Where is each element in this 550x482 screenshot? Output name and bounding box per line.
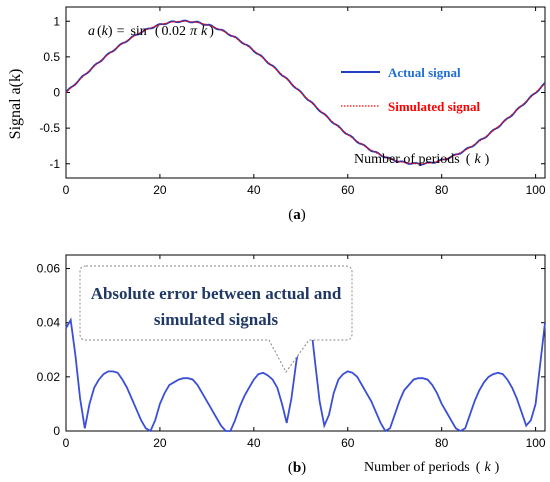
ticks-a: 0 20 40 60 80 100 -1 -0.5 0 0.5 1 [39, 7, 546, 197]
equation-text: a (k) = sin(0.02 π k) [88, 24, 214, 39]
series-line-simulated-signal [65, 20, 546, 165]
y-tick-label: 1 [53, 14, 60, 28]
annotation-callout [79, 265, 353, 373]
x-tick-label: 0 [63, 183, 70, 197]
x-tick-label: 60 [341, 183, 355, 197]
x-axis-label-a: Number of periods(k) [354, 152, 490, 167]
y-tick-label: 0.02 [37, 370, 61, 384]
ticks-b: 0 20 40 60 80 100 0 0.02 0.04 0.06 [37, 255, 546, 450]
series-line-actual-signal [65, 19, 546, 166]
panel-b: 0 20 40 60 80 100 0 0.02 0.04 0.06 Absolute error… [37, 254, 546, 476]
x-tick-label: 100 [526, 183, 546, 197]
legend-label-simulated: Simulated signal [388, 99, 480, 114]
y-tick-label: -1 [49, 157, 60, 171]
y-tick-label: 0 [53, 86, 60, 100]
x-tick-label: 0 [63, 436, 70, 450]
series-a [65, 19, 546, 166]
panel-a: 0 20 40 60 80 100 -1 -0.5 0 0.5 1 a (k) = sin(0.02 π k)… [7, 6, 546, 223]
x-axis-label-b: Number of periods(k) [364, 460, 500, 475]
x-tick-label: 20 [153, 436, 167, 450]
y-tick-label: 0.5 [43, 50, 60, 64]
y-tick-label: 0.06 [37, 262, 61, 276]
y-tick-label: 0 [53, 424, 60, 438]
x-tick-label: 40 [247, 436, 261, 450]
annotation-line-1: Absolute error between actual and [91, 284, 342, 303]
y-axis-label-a: Signal a(k) [7, 69, 24, 140]
y-tick-label: 0.04 [37, 316, 61, 330]
x-tick-label: 80 [435, 436, 449, 450]
panel-label-a: (a) [288, 207, 306, 223]
y-tick-label: -0.5 [39, 121, 60, 135]
x-tick-label: 40 [247, 183, 261, 197]
annotation-line-2: simulated signals [154, 310, 279, 329]
panel-label-b: (b) [288, 460, 306, 476]
x-tick-label: 100 [526, 436, 546, 450]
x-tick-label: 60 [341, 436, 355, 450]
plot-frame-b [65, 254, 546, 432]
x-tick-label: 80 [435, 183, 449, 197]
legend-label-actual: Actual signal [388, 65, 461, 80]
x-tick-label: 20 [153, 183, 167, 197]
